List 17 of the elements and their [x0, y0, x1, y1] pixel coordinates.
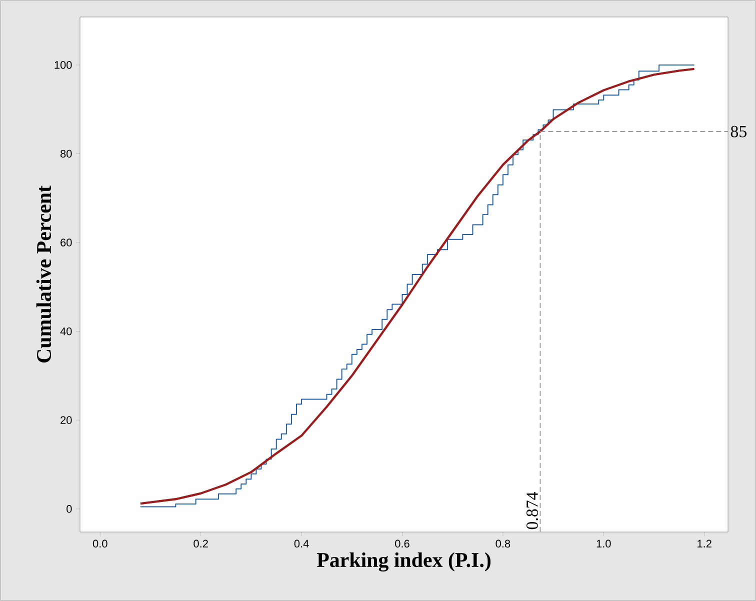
x-tick-label: 0.8 [496, 540, 510, 548]
x-tick-label: 0.0 [92, 540, 108, 548]
x-tick-label: 1.0 [596, 540, 611, 548]
y-tick-label: 40 [60, 327, 72, 336]
y-tick-label: 0 [66, 505, 72, 513]
x-axis-title: Parking index (P.I.) [316, 552, 490, 572]
x-tick-label: 0.4 [294, 540, 309, 548]
ref-line-label: 85 [730, 126, 746, 138]
x-tick-label: 0.6 [395, 540, 410, 548]
x-tick-label: 1.2 [698, 540, 712, 548]
ref-line-label: 0.874 [526, 492, 538, 530]
y-tick-label: 80 [60, 150, 72, 158]
y-tick-label: 100 [54, 61, 72, 69]
x-tick-label: 0.2 [194, 540, 208, 548]
y-tick-label: 60 [60, 238, 72, 246]
y-axis-title: Cumulative Percent [36, 186, 52, 362]
y-tick-label: 20 [60, 416, 72, 424]
